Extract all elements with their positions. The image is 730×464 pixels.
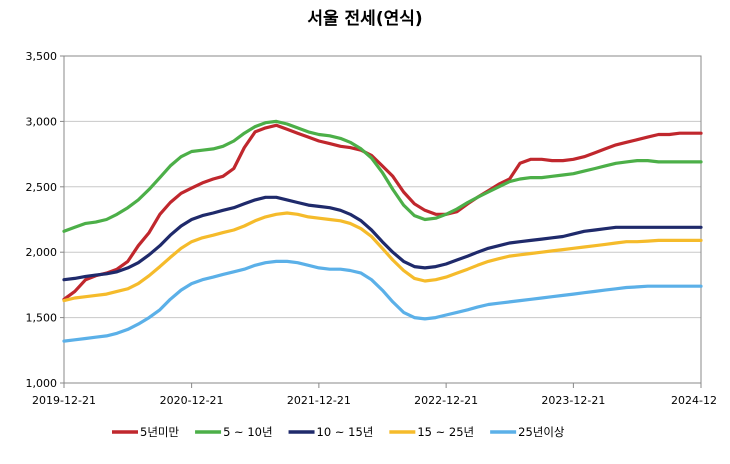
- y-tick-label: 1,500: [26, 312, 58, 325]
- x-axis: 2019-12-21 2020-12-21 2021-12-21 2022-12-21…: [32, 383, 717, 407]
- series-line-3: [62, 211, 703, 303]
- y-tick-label: 1,000: [26, 377, 58, 390]
- x-tick-label: 2022-12-21: [414, 394, 478, 407]
- legend-label: 25년이상: [518, 425, 565, 439]
- y-tick-label: 2,500: [26, 181, 58, 194]
- legend-label: 15 ~ 25년: [417, 425, 474, 439]
- series-line-4: [62, 259, 703, 343]
- series-line-1: [62, 119, 703, 233]
- plot-area-border: [63, 55, 702, 384]
- x-tick-label: 2023-12-21: [541, 394, 605, 407]
- x-tick-label: 2024-12: [671, 394, 717, 407]
- x-tick-label: 2020-12-21: [160, 394, 224, 407]
- series-line-2: [62, 195, 703, 282]
- x-tick-label: 2021-12-21: [287, 394, 351, 407]
- legend-label: 5년미만: [140, 425, 179, 439]
- y-tick-label: 3,000: [26, 115, 58, 128]
- legend-label: 10 ~ 15년: [317, 425, 374, 439]
- x-tick-label: 2019-12-21: [32, 394, 96, 407]
- chart-title: 서울 전세(연식): [307, 9, 422, 29]
- legend-label: 5 ~ 10년: [223, 425, 272, 439]
- y-axis: 1,000 1,500 2,000 2,500 3,000 3,500: [26, 50, 64, 390]
- y-tick-label: 3,500: [26, 50, 58, 63]
- legend: 5년미만 5 ~ 10년 10 ~ 15년 15 ~ 25년 25년이상: [112, 425, 565, 439]
- y-tick-label: 2,000: [26, 246, 58, 259]
- series-lines: [62, 119, 703, 343]
- grid-lines: [64, 120, 701, 319]
- series-line-0: [62, 123, 703, 301]
